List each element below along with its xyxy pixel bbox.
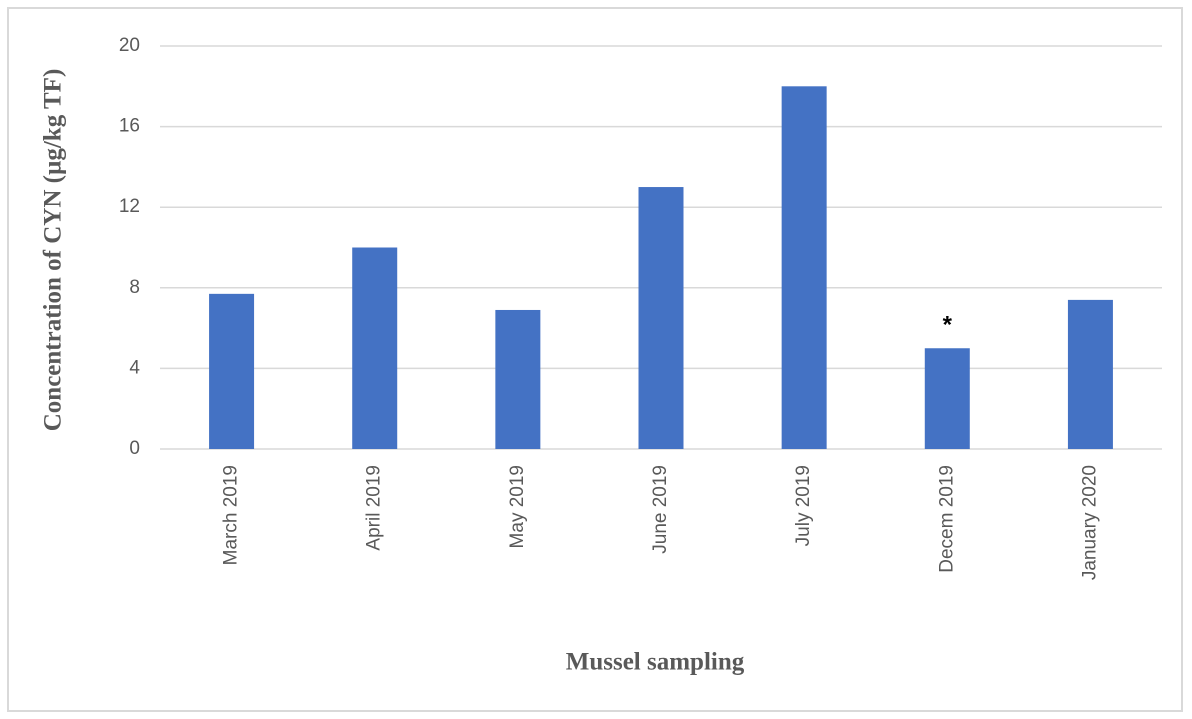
x-tick-label: Decem 2019	[936, 465, 957, 573]
bar	[209, 293, 255, 449]
y-tick-label: 12	[119, 196, 140, 217]
x-tick-label: May 2019	[507, 465, 528, 548]
chart-border	[7, 7, 1183, 712]
bar	[495, 309, 541, 449]
x-tick-label: April 2019	[364, 465, 385, 551]
x-tick-label: March 2019	[221, 465, 242, 565]
y-tick-label: 4	[129, 357, 140, 378]
bar	[924, 348, 970, 449]
y-tick-label: 0	[129, 438, 140, 459]
bar	[781, 86, 827, 450]
x-tick-label: June 2019	[650, 465, 671, 554]
x-tick-label: July 2019	[793, 465, 814, 546]
bar	[638, 187, 684, 450]
bar	[1067, 299, 1113, 449]
bar	[352, 247, 398, 449]
y-tick-label: 16	[119, 116, 140, 137]
y-tick-label: 8	[129, 277, 140, 298]
annotation: *	[943, 312, 953, 339]
x-tick-label: January 2020	[1079, 465, 1100, 580]
x-axis-title: Mussel sampling	[566, 649, 745, 676]
y-tick-label: 20	[119, 35, 140, 56]
y-axis-title: Concentration of CYN (µg/kg TF)	[40, 69, 67, 432]
